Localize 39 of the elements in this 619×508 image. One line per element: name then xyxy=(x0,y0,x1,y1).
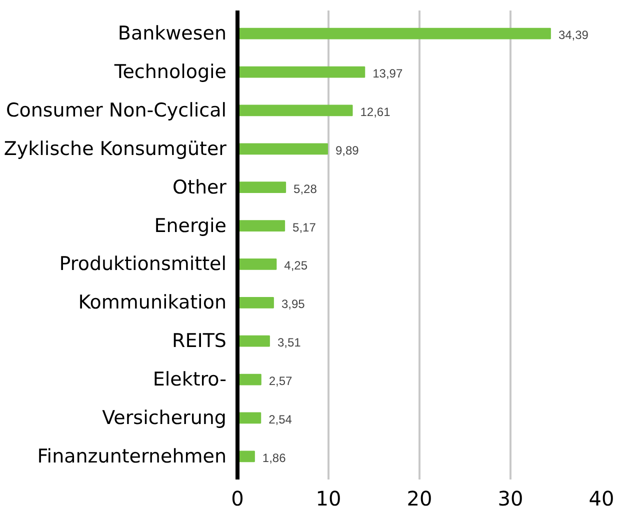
bar xyxy=(238,104,353,116)
y-tick-label: Produktionsmittel xyxy=(59,253,227,276)
y-tick-label: Consumer Non-Cyclical xyxy=(6,99,227,122)
data-label: 3,95 xyxy=(281,297,306,312)
bar xyxy=(238,143,328,155)
bar xyxy=(238,258,277,270)
y-tick-label: Finanzunternehmen xyxy=(37,445,227,468)
y-tick-label: Other xyxy=(172,176,227,198)
data-label: 9,89 xyxy=(336,143,360,158)
bar xyxy=(238,182,286,194)
data-label: 34,39 xyxy=(558,28,589,42)
x-tick-label: 40 xyxy=(588,486,614,508)
bar xyxy=(238,220,286,232)
y-tick-label: REITS xyxy=(172,330,227,352)
data-label: 5,17 xyxy=(292,220,316,234)
data-label: 1,86 xyxy=(262,450,286,465)
bar xyxy=(238,335,270,347)
y-tick-label: Energie xyxy=(154,214,227,237)
bar xyxy=(238,28,551,40)
y-tick-label: Zyklische Konsumgüter xyxy=(4,138,227,160)
y-tick-label: Technologie xyxy=(113,61,226,84)
y-tick-label: Elektro- xyxy=(152,368,227,391)
bar xyxy=(238,66,366,78)
data-label: 3,51 xyxy=(277,336,302,350)
y-tick-label: Kommunikation xyxy=(78,292,227,314)
bar xyxy=(238,450,255,462)
data-label: 13,97 xyxy=(372,66,403,81)
data-label: 12,61 xyxy=(360,104,391,119)
x-tick-label: 0 xyxy=(231,486,244,508)
x-tick-label: 10 xyxy=(316,486,342,508)
data-label: 4,25 xyxy=(284,258,308,273)
y-tick-label: Versicherung xyxy=(102,406,227,429)
data-label: 5,28 xyxy=(294,182,318,196)
x-tick-label: 20 xyxy=(406,486,432,508)
y-tick-label: Bankwesen xyxy=(118,22,227,45)
data-label: 2,54 xyxy=(268,412,292,426)
bar xyxy=(238,296,274,308)
x-tick-label: 30 xyxy=(498,486,524,508)
data-label: 2,57 xyxy=(268,374,293,388)
